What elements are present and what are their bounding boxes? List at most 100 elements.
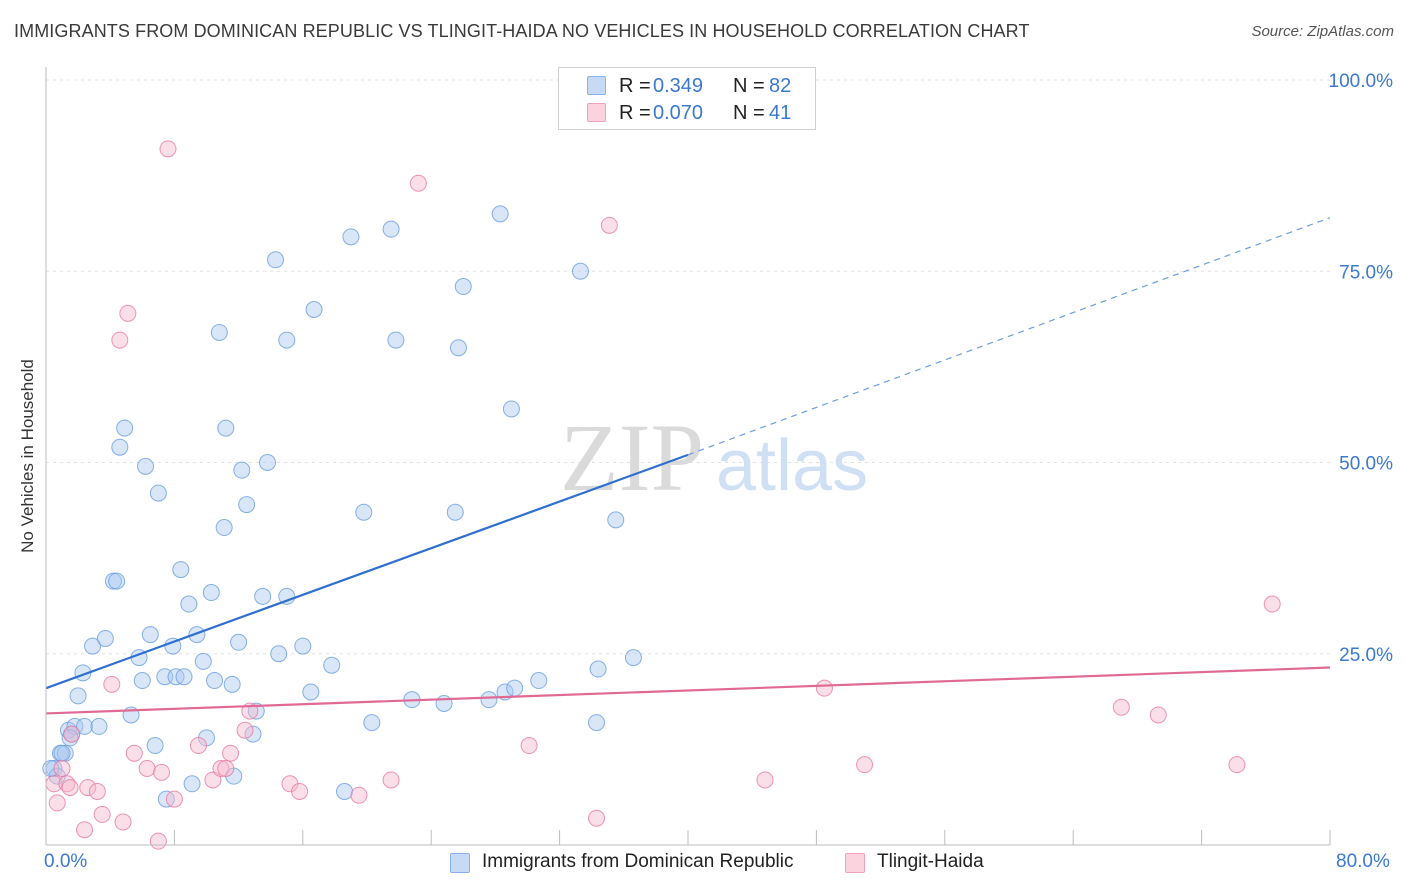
r-label: R = xyxy=(619,102,651,124)
tlingit-point xyxy=(61,779,79,797)
tlingit-point xyxy=(520,737,538,755)
dominican-point xyxy=(278,331,296,349)
dominican-point xyxy=(387,331,405,349)
dominican-point xyxy=(96,629,114,647)
dominican-point xyxy=(323,656,341,674)
dominican-trend-extension xyxy=(687,217,1331,456)
dominican-point xyxy=(267,251,285,269)
dominican-point xyxy=(589,660,607,678)
y-tick-label: 25.0% xyxy=(1339,645,1393,666)
dominican-trend-line xyxy=(45,453,689,690)
dominican-point xyxy=(180,595,198,613)
dominican-point xyxy=(210,323,228,341)
tlingit-point xyxy=(409,174,427,192)
y-tick-label: 50.0% xyxy=(1339,454,1393,475)
tlingit-trend-line xyxy=(45,666,1331,715)
tlingit-point xyxy=(856,756,874,774)
dominican-point xyxy=(588,714,606,732)
tlingit-point xyxy=(48,794,66,812)
tlingit-point xyxy=(217,760,235,777)
tlingit-point xyxy=(149,832,167,850)
dominican-point xyxy=(607,511,625,529)
tlingit-point xyxy=(53,760,71,777)
dominican-point xyxy=(336,782,354,800)
dominican-point xyxy=(355,503,373,521)
dominican-point xyxy=(172,561,190,579)
tlingit-point xyxy=(600,216,618,234)
dominican-point xyxy=(76,717,94,735)
legend-swatch-pink xyxy=(845,853,865,873)
tlingit-point xyxy=(236,721,254,739)
dominican-point xyxy=(294,637,312,655)
n-value: 82 xyxy=(769,75,792,97)
y-tick-label: 100.0% xyxy=(1329,71,1394,92)
n-label: N = xyxy=(733,102,765,124)
tlingit-point xyxy=(103,675,121,693)
tlingit-point xyxy=(382,771,400,789)
dominican-point xyxy=(302,683,320,701)
tlingit-point xyxy=(350,786,368,804)
r-value: 0.070 xyxy=(653,102,704,124)
dominican-point xyxy=(146,737,164,755)
dominican-point xyxy=(141,626,159,644)
legend-label: Immigrants from Dominican Republic xyxy=(482,851,794,872)
dominican-point xyxy=(454,278,472,296)
dominican-point xyxy=(175,668,193,686)
chart-title: IMMIGRANTS FROM DOMINICAN REPUBLIC VS TL… xyxy=(14,21,1030,41)
tlingit-point xyxy=(756,771,774,789)
tlingit-point xyxy=(815,679,833,697)
dominican-point xyxy=(137,457,155,475)
tlingit-point xyxy=(79,779,97,797)
watermark: ZIP atlas xyxy=(560,404,868,511)
tlingit-point xyxy=(125,744,143,762)
dominican-point xyxy=(382,220,400,238)
tlingit-point xyxy=(291,782,309,800)
tlingit-point xyxy=(1228,756,1246,774)
dominican-point xyxy=(84,637,102,655)
dominican-point xyxy=(305,301,323,318)
dominican-point xyxy=(53,744,71,762)
dominican-point xyxy=(480,691,498,709)
n-value: 41 xyxy=(769,102,792,124)
dominican-point xyxy=(116,419,134,437)
dominican-point xyxy=(238,496,256,514)
dominican-point xyxy=(111,438,129,456)
dominican-point xyxy=(202,584,220,602)
tlingit-point xyxy=(119,304,137,322)
dominican-point xyxy=(90,717,108,735)
tlingit-point xyxy=(111,331,129,349)
dominican-point xyxy=(69,687,87,705)
grid-layer xyxy=(46,79,1330,655)
legend-swatch-blue xyxy=(450,853,470,873)
stats-legend: R = 0.349 N = 82 R = 0.070 N = 41 xyxy=(558,67,816,130)
tlingit-point xyxy=(93,805,111,823)
dominican-point xyxy=(217,419,235,437)
dominican-point xyxy=(446,503,464,521)
dominican-point xyxy=(194,652,212,670)
dominican-point xyxy=(506,679,524,697)
tlingit-point xyxy=(153,763,171,781)
tlingit-point xyxy=(63,725,81,743)
dominican-point xyxy=(149,484,167,502)
tlingit-point xyxy=(114,813,132,831)
dominican-point xyxy=(502,400,520,418)
dominican-point xyxy=(233,461,251,479)
tlingit-point xyxy=(165,790,183,808)
dominican-point xyxy=(530,672,548,690)
trend-layer xyxy=(45,217,1331,715)
x-tick-label-min: 0.0% xyxy=(44,851,88,872)
dominican-point xyxy=(215,519,233,537)
r-label: R = xyxy=(619,75,651,97)
legend-label: Tlingit-Haida xyxy=(877,851,984,872)
y-tick-label: 75.0% xyxy=(1339,262,1393,283)
tlingit-point xyxy=(212,760,230,777)
dominican-point xyxy=(230,633,248,651)
dominican-point xyxy=(206,672,224,690)
r-value: 0.349 xyxy=(653,75,704,97)
dominican-point xyxy=(133,672,151,690)
dominican-point xyxy=(188,626,206,644)
tlingit-point xyxy=(88,782,106,800)
dominican-point xyxy=(223,675,241,693)
dominican-point xyxy=(342,228,360,246)
